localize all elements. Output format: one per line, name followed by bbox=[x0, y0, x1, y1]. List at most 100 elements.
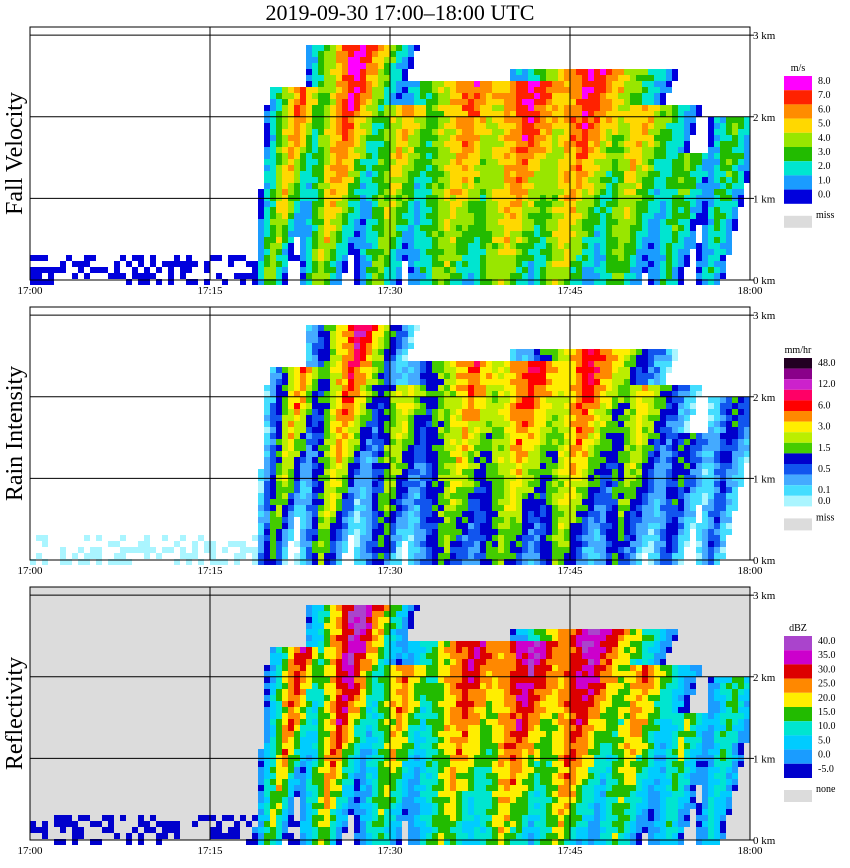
echo-cell bbox=[264, 559, 270, 565]
echo-cell bbox=[510, 349, 516, 355]
echo-cell bbox=[660, 267, 666, 273]
echo-cell bbox=[510, 547, 516, 553]
echo-cell bbox=[336, 457, 342, 463]
echo-cell bbox=[324, 93, 330, 99]
echo-cell bbox=[372, 529, 378, 535]
echo-cell bbox=[474, 463, 480, 469]
echo-cell bbox=[378, 559, 384, 565]
echo-cell bbox=[66, 255, 72, 261]
echo-cell bbox=[348, 343, 354, 349]
echo-cell bbox=[384, 117, 390, 123]
echo-cell bbox=[414, 373, 420, 379]
echo-cell bbox=[306, 559, 312, 565]
echo-cell bbox=[360, 99, 366, 105]
echo-cell bbox=[582, 87, 588, 93]
echo-cell bbox=[636, 237, 642, 243]
echo-cell bbox=[492, 267, 498, 273]
echo-cell bbox=[702, 183, 708, 189]
echo-cell bbox=[306, 433, 312, 439]
echo-cell bbox=[582, 511, 588, 517]
echo-cell bbox=[540, 279, 546, 285]
echo-cell bbox=[276, 553, 282, 559]
echo-cell bbox=[276, 261, 282, 267]
echo-cell bbox=[390, 337, 396, 343]
echo-cell bbox=[648, 225, 654, 231]
echo-cell bbox=[576, 213, 582, 219]
echo-cell bbox=[654, 237, 660, 243]
echo-cell bbox=[672, 243, 678, 249]
echo-cell bbox=[486, 391, 492, 397]
echo-cell bbox=[498, 81, 504, 87]
echo-cell bbox=[540, 481, 546, 487]
echo-cell bbox=[450, 493, 456, 499]
echo-cell bbox=[426, 547, 432, 553]
echo-cell bbox=[402, 57, 408, 63]
echo-cell bbox=[738, 165, 744, 171]
echo-cell bbox=[564, 457, 570, 463]
echo-cell bbox=[270, 487, 276, 493]
echo-cell bbox=[450, 207, 456, 213]
echo-cell bbox=[390, 403, 396, 409]
echo-cell bbox=[318, 267, 324, 273]
echo-cell bbox=[276, 445, 282, 451]
echo-cell bbox=[282, 213, 288, 219]
echo-cell bbox=[420, 117, 426, 123]
echo-cell bbox=[588, 523, 594, 529]
echo-cell bbox=[330, 159, 336, 165]
echo-cell bbox=[324, 207, 330, 213]
echo-cell bbox=[660, 147, 666, 153]
echo-cell bbox=[654, 225, 660, 231]
echo-cell bbox=[270, 99, 276, 105]
echo-cell bbox=[582, 403, 588, 409]
echo-cell bbox=[618, 219, 624, 225]
echo-cell bbox=[402, 147, 408, 153]
echo-cell bbox=[480, 451, 486, 457]
echo-cell bbox=[252, 547, 258, 553]
echo-cell bbox=[330, 451, 336, 457]
echo-cell bbox=[522, 237, 528, 243]
echo-cell bbox=[540, 117, 546, 123]
echo-cell bbox=[282, 505, 288, 511]
echo-cell bbox=[420, 201, 426, 207]
echo-cell bbox=[516, 535, 522, 541]
echo-cell bbox=[426, 439, 432, 445]
echo-cell bbox=[312, 255, 318, 261]
echo-cell bbox=[414, 427, 420, 433]
echo-cell bbox=[432, 159, 438, 165]
echo-cell bbox=[540, 559, 546, 565]
echo-cell bbox=[618, 99, 624, 105]
echo-cell bbox=[450, 231, 456, 237]
echo-cell bbox=[450, 117, 456, 123]
echo-cell bbox=[516, 457, 522, 463]
echo-cell bbox=[534, 225, 540, 231]
echo-cell bbox=[474, 111, 480, 117]
echo-cell bbox=[390, 69, 396, 75]
echo-cell bbox=[486, 493, 492, 499]
echo-cell bbox=[498, 463, 504, 469]
echo-cell bbox=[318, 433, 324, 439]
echo-cell bbox=[564, 547, 570, 553]
echo-cell bbox=[540, 469, 546, 475]
echo-cell bbox=[534, 189, 540, 195]
echo-cell bbox=[570, 141, 576, 147]
echo-cell bbox=[306, 337, 312, 343]
echo-cell bbox=[360, 207, 366, 213]
echo-cell bbox=[384, 171, 390, 177]
echo-cell bbox=[426, 99, 432, 105]
echo-cell bbox=[270, 123, 276, 129]
echo-cell bbox=[576, 273, 582, 279]
echo-cell bbox=[666, 249, 672, 255]
echo-cell bbox=[666, 255, 672, 261]
echo-cell bbox=[474, 147, 480, 153]
echo-cell bbox=[396, 165, 402, 171]
echo-cell bbox=[348, 403, 354, 409]
echo-cell bbox=[546, 267, 552, 273]
echo-cell bbox=[594, 141, 600, 147]
echo-cell bbox=[264, 409, 270, 415]
echo-cell bbox=[426, 237, 432, 243]
echo-cell bbox=[576, 451, 582, 457]
echo-cell bbox=[576, 81, 582, 87]
echo-cell bbox=[390, 559, 396, 565]
echo-cell bbox=[510, 433, 516, 439]
echo-cell bbox=[360, 529, 366, 535]
